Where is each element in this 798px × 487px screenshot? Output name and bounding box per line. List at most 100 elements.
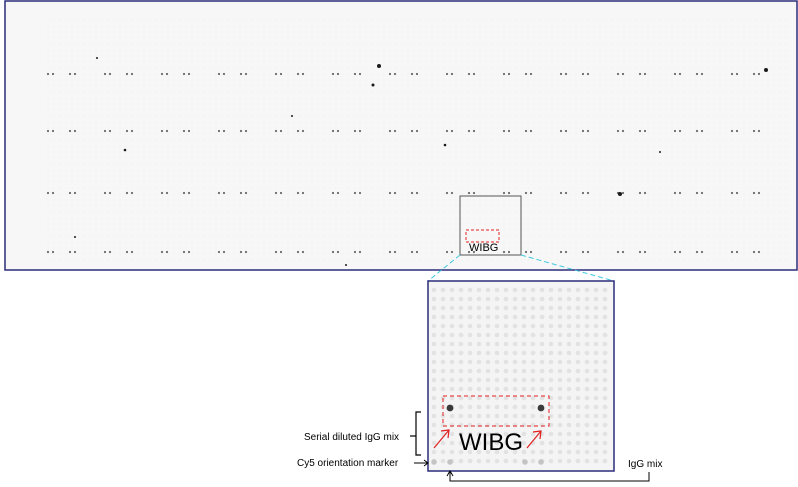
scan-spot [521, 43, 523, 45]
scan-spot [293, 133, 295, 135]
scan-spot [509, 55, 511, 57]
scan-spot [593, 49, 595, 51]
scan-spot [707, 235, 709, 237]
scan-spot [413, 259, 415, 261]
scan-spot [263, 115, 265, 117]
scan-spot [515, 127, 517, 129]
scan-spot [209, 223, 211, 225]
scan-spot [683, 61, 685, 63]
scan-spot [83, 25, 85, 27]
scan-spot [647, 181, 649, 183]
scan-spot [71, 25, 73, 27]
scan-spot [155, 241, 157, 243]
scan-spot [209, 235, 211, 237]
scan-spot [209, 67, 211, 69]
scan-spot [689, 109, 691, 111]
scan-spot [485, 169, 487, 171]
scan-spot [89, 199, 91, 201]
scan-spot [521, 151, 523, 153]
scan-spot [281, 175, 283, 177]
scan-spot [173, 103, 175, 105]
scan-spot [143, 259, 145, 261]
scan-spot [281, 31, 283, 33]
scan-spot [233, 181, 235, 183]
scan-spot [269, 25, 271, 27]
scan-spot [203, 157, 205, 159]
scan-spot [641, 175, 643, 177]
scan-spot [443, 193, 445, 195]
scan-spot [179, 103, 181, 105]
scan-spot [587, 145, 589, 147]
scan-spot [641, 109, 643, 111]
scan-spot [377, 199, 379, 201]
scan-spot [551, 157, 553, 159]
scan-spot [197, 121, 199, 123]
scan-spot [119, 19, 121, 21]
scan-spot [197, 139, 199, 141]
scan-spot [95, 229, 97, 231]
scan-spot [701, 211, 703, 213]
scan-spot [701, 31, 703, 33]
scan-spot [485, 79, 487, 81]
scan-spot [263, 133, 265, 135]
scan-spot [713, 145, 715, 147]
scan-spot [47, 199, 49, 201]
scan-spot [455, 43, 457, 45]
scan-spot [767, 157, 769, 159]
scan-spot [341, 217, 343, 219]
scan-spot [737, 139, 739, 141]
scan-spot [533, 67, 535, 69]
scan-spot [725, 175, 727, 177]
scan-spot [119, 55, 121, 57]
scan-spot [737, 211, 739, 213]
scan-spot [341, 259, 343, 261]
scan-spot [503, 157, 505, 159]
scan-spot [653, 31, 655, 33]
scan-spot [581, 127, 583, 129]
scan-spot [659, 73, 661, 75]
scan-spot [599, 157, 601, 159]
scan-spot [269, 169, 271, 171]
scan-spot [245, 169, 247, 171]
scan-spot [563, 121, 565, 123]
scan-spot [707, 229, 709, 231]
scan-spot [179, 127, 181, 129]
scan-spot [455, 151, 457, 153]
scan-spot [689, 43, 691, 45]
scan-spot [581, 235, 583, 237]
scan-spot [527, 85, 529, 87]
scan-spot [413, 199, 415, 201]
scan-spot [119, 103, 121, 105]
scan-spot [329, 241, 331, 243]
scan-spot [275, 97, 277, 99]
scan-spot [221, 127, 223, 129]
scan-spot [773, 223, 775, 225]
scan-spot [143, 85, 145, 87]
scan-spot [497, 217, 499, 219]
scan-spot [359, 253, 361, 255]
scan-spot [203, 187, 205, 189]
scan-spot [353, 181, 355, 183]
scan-spot [497, 211, 499, 213]
scan-spot [659, 109, 661, 111]
scan-spot [521, 73, 523, 75]
scan-spot [653, 25, 655, 27]
scan-spot [575, 61, 577, 63]
scan-spot [533, 187, 535, 189]
scan-spot [83, 109, 85, 111]
scan-spot [143, 25, 145, 27]
scan-spot [467, 43, 469, 45]
scan-spot [299, 157, 301, 159]
scan-spot [299, 223, 301, 225]
scan-spot [437, 55, 439, 57]
scan-spot [365, 19, 367, 21]
scan-spot [719, 199, 721, 201]
scan-spot [593, 67, 595, 69]
scan-spot [533, 253, 535, 255]
scan-spot [701, 145, 703, 147]
scan-spot [623, 241, 625, 243]
scan-spot [557, 133, 559, 135]
scan-spot [635, 133, 637, 135]
scan-spot [371, 241, 373, 243]
scan-spot [353, 259, 355, 261]
